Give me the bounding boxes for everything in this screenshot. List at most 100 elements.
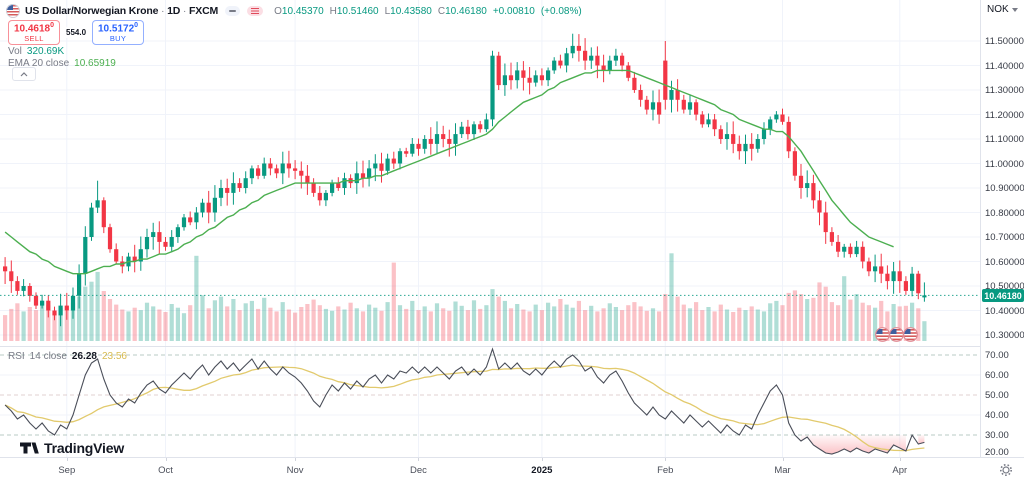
ohlc-value: 10.51460: [336, 5, 379, 17]
separator: ·: [183, 6, 187, 17]
price-axis-label: 10.40000: [985, 305, 1024, 317]
legend-flagged-button[interactable]: [247, 6, 264, 16]
exchange-label[interactable]: FXCM: [188, 5, 219, 17]
candle-series: [3, 33, 927, 327]
currency-label: NOK: [987, 4, 1009, 15]
rsi-params: 14 close: [29, 351, 67, 362]
ema-legend[interactable]: EMA 20 close 10.65919: [8, 58, 116, 69]
volume-legend[interactable]: Vol 320.69K: [8, 46, 64, 57]
buy-button[interactable]: 10.51720 BUY: [92, 20, 145, 45]
rsi-value: 26.28: [71, 351, 97, 362]
price-axis-label: 10.90000: [985, 183, 1024, 194]
spread-value: 554.0: [64, 27, 89, 38]
rsi-label[interactable]: RSI: [8, 351, 25, 362]
ohlc-value: 10.45370: [281, 5, 324, 17]
oversold-fill: [801, 435, 906, 454]
economic-event-flags[interactable]: [875, 327, 918, 342]
time-tick: [66, 458, 68, 461]
ohlc-value: 10.43580: [390, 5, 432, 17]
us-flag-event-icon[interactable]: [903, 327, 918, 342]
rsi-axis-label: 60.00: [985, 370, 1009, 381]
time-axis[interactable]: Sep Oct Nov Dec 2025 Feb Mar Apr: [0, 457, 1024, 481]
ema-line: [4, 69, 894, 275]
rsi-axis-label: 30.00: [985, 430, 1009, 441]
price-axis-label: 11.00000: [985, 158, 1024, 170]
chart-canvas[interactable]: US Dollar/Norwegian Krone · 1D · FXCM O1…: [0, 0, 980, 457]
time-tick: [295, 458, 297, 461]
pane-divider[interactable]: [0, 346, 980, 347]
tradingview-logo-icon: [20, 442, 39, 454]
ema-label[interactable]: EMA 20 close: [8, 58, 70, 69]
tradingview-logo-text: TradingView: [44, 440, 125, 456]
rsi-axis-label: 20.00: [985, 447, 1009, 458]
tradingview-logo[interactable]: TradingView: [20, 440, 124, 456]
grid: [0, 0, 980, 457]
time-axis-label: Nov: [286, 465, 304, 476]
rsi-axis-label: 40.00: [985, 410, 1009, 421]
price-axis-label: 10.50000: [985, 281, 1024, 292]
us-flag-event-icon[interactable]: [875, 327, 890, 342]
us-flag-event-icon[interactable]: [889, 327, 904, 342]
ohlc-value: 10.46180: [445, 5, 487, 17]
time-axis-label: 2025: [531, 465, 553, 476]
time-axis-label: Oct: [158, 465, 173, 476]
time-tick: [665, 458, 667, 461]
volume-label[interactable]: Vol: [8, 46, 22, 57]
interval-label[interactable]: 1D: [167, 5, 181, 17]
price-axis[interactable]: NOK 11.50000 11.40000 11.30000 11.20000 11.1…: [980, 0, 1024, 458]
price-axis-label: 11.40000: [985, 60, 1024, 72]
symbol-title[interactable]: US Dollar/Norwegian Krone · 1D · FXCM: [25, 5, 218, 17]
time-tick: [899, 458, 901, 461]
time-tick: [782, 458, 784, 461]
rsi-line: [4, 347, 925, 455]
volume-value: 320.69K: [26, 46, 65, 57]
symbol-name[interactable]: US Dollar/Norwegian Krone: [25, 5, 159, 17]
rsi-ma-value: 23.56: [101, 351, 127, 362]
price-axis-label: 10.70000: [985, 232, 1024, 243]
time-tick: [418, 458, 420, 461]
oversold-fill: [918, 435, 925, 444]
ohlc-value: +0.00810: [492, 5, 535, 17]
price-axis-label: 10.60000: [985, 256, 1024, 268]
time-axis-label: Apr: [892, 465, 908, 476]
currency-dropdown[interactable]: NOK: [987, 4, 1018, 15]
ohlc-values: O10.45370 H10.51460 L10.43580 C10.46180 +0.0…: [274, 6, 582, 17]
axis-settings-gear-icon[interactable]: [999, 463, 1013, 481]
time-axis-label: Sep: [58, 465, 76, 476]
sell-button[interactable]: 10.46180 SELL: [8, 20, 60, 45]
us-flag-symbol-icon: [6, 4, 20, 18]
collapse-legend-button[interactable]: [12, 67, 36, 81]
price-axis-label: 11.50000: [985, 36, 1024, 47]
ema-value: 10.65919: [74, 58, 116, 69]
buy-label: BUY: [109, 33, 127, 43]
ohlc-key: C: [437, 5, 446, 17]
ohlc-key: L: [384, 5, 391, 17]
chevron-down-icon: [1011, 7, 1018, 12]
trade-widget: 10.46180 SELL 554.0 10.51720 BUY: [8, 20, 145, 45]
sell-label: SELL: [24, 33, 44, 43]
last-price-tag: 10.46180: [982, 289, 1024, 302]
time-tick: [165, 458, 167, 461]
rsi-ma-line: [4, 364, 925, 452]
separator: ·: [161, 6, 165, 17]
rsi-legend[interactable]: RSI 14 close 26.28 23.56: [8, 351, 127, 362]
time-tick: [541, 458, 543, 461]
symbol-legend: US Dollar/Norwegian Krone · 1D · FXCM O1…: [6, 3, 582, 19]
price-and-rsi-plot[interactable]: [0, 0, 980, 457]
legend-minus-button[interactable]: [225, 6, 241, 16]
time-axis-label: Feb: [657, 465, 674, 476]
ohlc-value: (+0.08%): [540, 5, 582, 17]
ohlc-key: O: [274, 5, 282, 17]
ohlc-key: H: [329, 5, 337, 17]
volume-series: [3, 253, 927, 341]
price-axis-label: 11.20000: [985, 109, 1024, 121]
time-axis-label: Dec: [410, 465, 427, 476]
price-axis-label: 10.80000: [985, 207, 1024, 219]
sell-price: 10.4618: [13, 23, 51, 35]
price-axis-label: 11.30000: [985, 85, 1024, 96]
time-axis-label: Mar: [774, 465, 791, 476]
rsi-axis-label: 50.00: [985, 390, 1009, 401]
price-axis-label: 11.10000: [985, 134, 1024, 145]
buy-price: 10.5172: [98, 23, 135, 35]
